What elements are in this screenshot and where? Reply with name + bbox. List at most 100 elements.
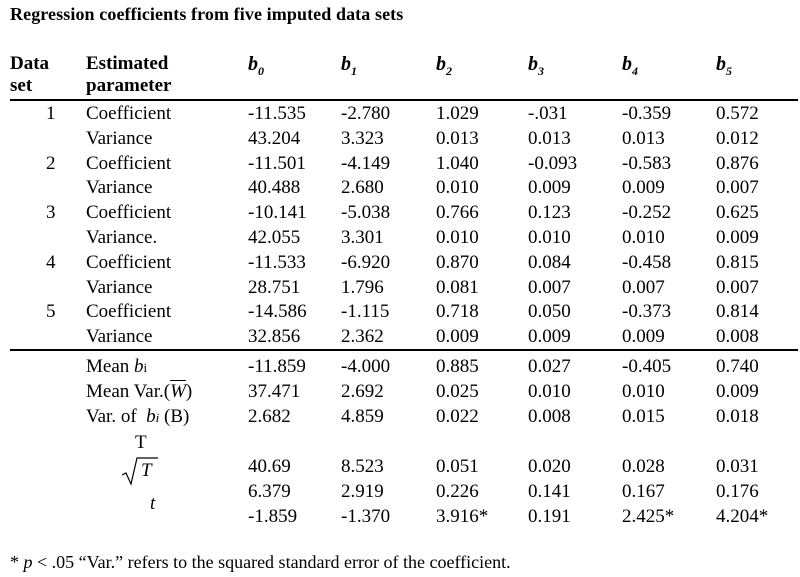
value-cell: 8.523 (341, 456, 384, 477)
value-cell: 1.029 (436, 103, 479, 124)
value-cell: 0.123 (528, 202, 571, 223)
value-cell: 0.084 (528, 252, 571, 273)
table-row: Variance 28.751 1.796 0.081 0.007 0.007 0.007 (0, 277, 800, 302)
value-cell: -11.535 (248, 103, 306, 124)
footnote-p: p (23, 552, 33, 572)
header-data-set-line1: Data (10, 53, 50, 74)
dataset-number: 4 (46, 252, 56, 273)
value-cell: 0.022 (436, 406, 479, 427)
header-b3-sub: 3 (538, 64, 544, 78)
parameter-label: Coefficient (86, 301, 172, 322)
value-cell: 0.010 (528, 227, 571, 248)
value-cell: 0.876 (716, 153, 759, 174)
sqrt-t-letter: T (141, 460, 152, 481)
value-cell: 2.680 (341, 177, 384, 198)
header-b1-base: b (341, 53, 351, 75)
value-cell: 0.027 (528, 356, 571, 377)
value-cell: -11.533 (248, 252, 306, 273)
value-cell: 0.010 (528, 381, 571, 402)
value-cell: 3.323 (341, 128, 384, 149)
summary-label-suffix: (B) (159, 406, 190, 427)
value-cell: 2.919 (341, 481, 384, 502)
value-cell: -4.149 (341, 153, 391, 174)
header-estimated-parameter: Estimated parameter (86, 53, 171, 97)
summary-label-symbol: b (134, 356, 144, 377)
value-cell: 0.008 (528, 406, 571, 427)
header-b0-sub: 0 (258, 64, 264, 78)
value-cell: -0.093 (528, 153, 578, 174)
header-rule (10, 99, 798, 101)
value-cell: 2.425* (622, 506, 675, 527)
summary-row-mean-var: Mean Var.(W) 37.471 2.692 0.025 0.010 0.010 0.… (0, 381, 800, 406)
parameter-label: Variance (86, 277, 153, 298)
table-row: 1 Coefficient -11.535 -2.780 1.029 -.031 -0.35… (0, 103, 800, 128)
value-cell: -.031 (528, 103, 568, 124)
value-cell: 0.009 (622, 326, 665, 347)
value-cell: 0.885 (436, 356, 479, 377)
value-cell: -11.501 (248, 153, 306, 174)
table-row: 3 Coefficient -10.141 -5.038 0.766 0.123 -0.25… (0, 202, 800, 227)
value-cell: 0.191 (528, 506, 571, 527)
value-cell: 0.718 (436, 301, 479, 322)
value-cell: 0.015 (622, 406, 665, 427)
parameter-label: Coefficient (86, 153, 172, 174)
header-b5-base: b (716, 53, 726, 75)
t-symbol: T (135, 432, 147, 453)
table-row: 2 Coefficient -11.501 -4.149 1.040 -0.093 -0.5… (0, 153, 800, 178)
header-b5: b5 (716, 53, 732, 82)
value-cell: -10.141 (248, 202, 307, 223)
table-row: Variance 32.856 2.362 0.009 0.009 0.009 0.008 (0, 326, 800, 351)
table-row: Variance 43.204 3.323 0.013 0.013 0.013 0.012 (0, 128, 800, 153)
value-cell: 37.471 (248, 381, 301, 402)
value-cell: 43.204 (248, 128, 301, 149)
value-cell: 0.010 (622, 381, 665, 402)
value-cell: 6.379 (248, 481, 291, 502)
t-label: t (150, 493, 156, 514)
summary-label-subscript: i (143, 360, 148, 375)
value-cell: 0.020 (528, 456, 571, 477)
value-cell: -0.583 (622, 153, 672, 174)
value-cell: 3.301 (341, 227, 384, 248)
dataset-number: 3 (46, 202, 56, 223)
header-param-line1: Estimated (86, 53, 169, 74)
header-b0-base: b (248, 53, 258, 75)
dataset-number: 5 (46, 301, 56, 322)
value-cell: 0.141 (528, 481, 571, 502)
value-cell: 0.870 (436, 252, 479, 273)
summary-label: Mean bi (86, 356, 147, 378)
dataset-number: 2 (46, 153, 56, 174)
summary-row-t-row: -1.859 -1.370 3.916* 0.191 2.425* 4.204* (0, 506, 800, 531)
value-cell: -0.405 (622, 356, 672, 377)
table-row: 5 Coefficient -14.586 -1.115 0.718 0.050 -0.37… (0, 301, 800, 326)
value-cell: -0.252 (622, 202, 672, 223)
summary-label: Mean Var.(W) (86, 381, 192, 403)
table-row: 4 Coefficient -11.533 -6.920 0.870 0.084 -0.45… (0, 252, 800, 277)
summary-label-symbol: b (146, 406, 156, 427)
summary-label-text: Var. of (86, 406, 147, 427)
value-cell: -6.920 (341, 252, 391, 273)
sqrt-t-symbol: T (120, 455, 160, 487)
value-cell: -5.038 (341, 202, 391, 223)
value-cell: 0.028 (622, 456, 665, 477)
value-cell: 42.055 (248, 227, 301, 248)
value-cell: 4.859 (341, 406, 384, 427)
value-cell: 28.751 (248, 277, 301, 298)
header-b2: b2 (436, 53, 452, 82)
header-b2-sub: 2 (446, 64, 452, 78)
value-cell: 0.009 (716, 381, 759, 402)
parameter-label: Variance (86, 128, 153, 149)
value-cell: -0.373 (622, 301, 672, 322)
value-cell: 0.013 (436, 128, 479, 149)
footnote: * p < .05 “Var.” refers to the squared s… (10, 552, 511, 573)
value-cell: 0.176 (716, 481, 759, 502)
header-b4: b4 (622, 53, 638, 82)
table-title: Regression coefficients from five impute… (10, 4, 404, 24)
value-cell: 0.009 (622, 177, 665, 198)
parameter-label: Variance (86, 326, 153, 347)
summary-row-var-b: Var. of bi (B) 2.682 4.859 0.022 0.008 0.015 0… (0, 406, 800, 431)
value-cell: 2.682 (248, 406, 291, 427)
summary-rule (10, 349, 798, 351)
parameter-label: Coefficient (86, 103, 172, 124)
value-cell: -1.859 (248, 506, 298, 527)
value-cell: 0.009 (716, 227, 759, 248)
